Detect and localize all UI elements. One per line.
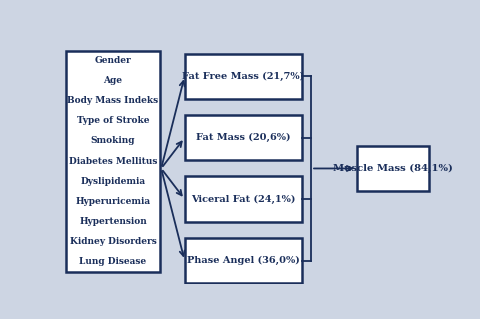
FancyBboxPatch shape: [66, 50, 160, 272]
Text: Phase Angel (36,0%): Phase Angel (36,0%): [187, 256, 300, 265]
Text: Lung Disease: Lung Disease: [80, 257, 146, 266]
FancyBboxPatch shape: [185, 238, 302, 283]
Text: Type of Stroke: Type of Stroke: [77, 116, 149, 125]
Text: Fat Free Mass (21,7%): Fat Free Mass (21,7%): [182, 72, 304, 81]
FancyBboxPatch shape: [185, 115, 302, 160]
Text: Diabetes Mellitus: Diabetes Mellitus: [69, 157, 157, 166]
Text: Viceral Fat (24,1%): Viceral Fat (24,1%): [191, 195, 295, 204]
Text: Hypertension: Hypertension: [79, 217, 147, 226]
Text: Gender: Gender: [95, 56, 132, 65]
FancyBboxPatch shape: [357, 146, 429, 191]
Text: Age: Age: [104, 76, 122, 85]
Text: Kidney Disorders: Kidney Disorders: [70, 237, 156, 246]
FancyBboxPatch shape: [185, 176, 302, 222]
Text: Body Mass Indeks: Body Mass Indeks: [68, 96, 158, 105]
Text: Dyslipidemia: Dyslipidemia: [81, 177, 145, 186]
FancyBboxPatch shape: [185, 54, 302, 99]
Text: Smoking: Smoking: [91, 137, 135, 145]
Text: Muscle Mass (84,1%): Muscle Mass (84,1%): [333, 164, 453, 173]
Text: Hyperuricemia: Hyperuricemia: [75, 197, 151, 206]
Text: Fat Mass (20,6%): Fat Mass (20,6%): [196, 133, 290, 142]
